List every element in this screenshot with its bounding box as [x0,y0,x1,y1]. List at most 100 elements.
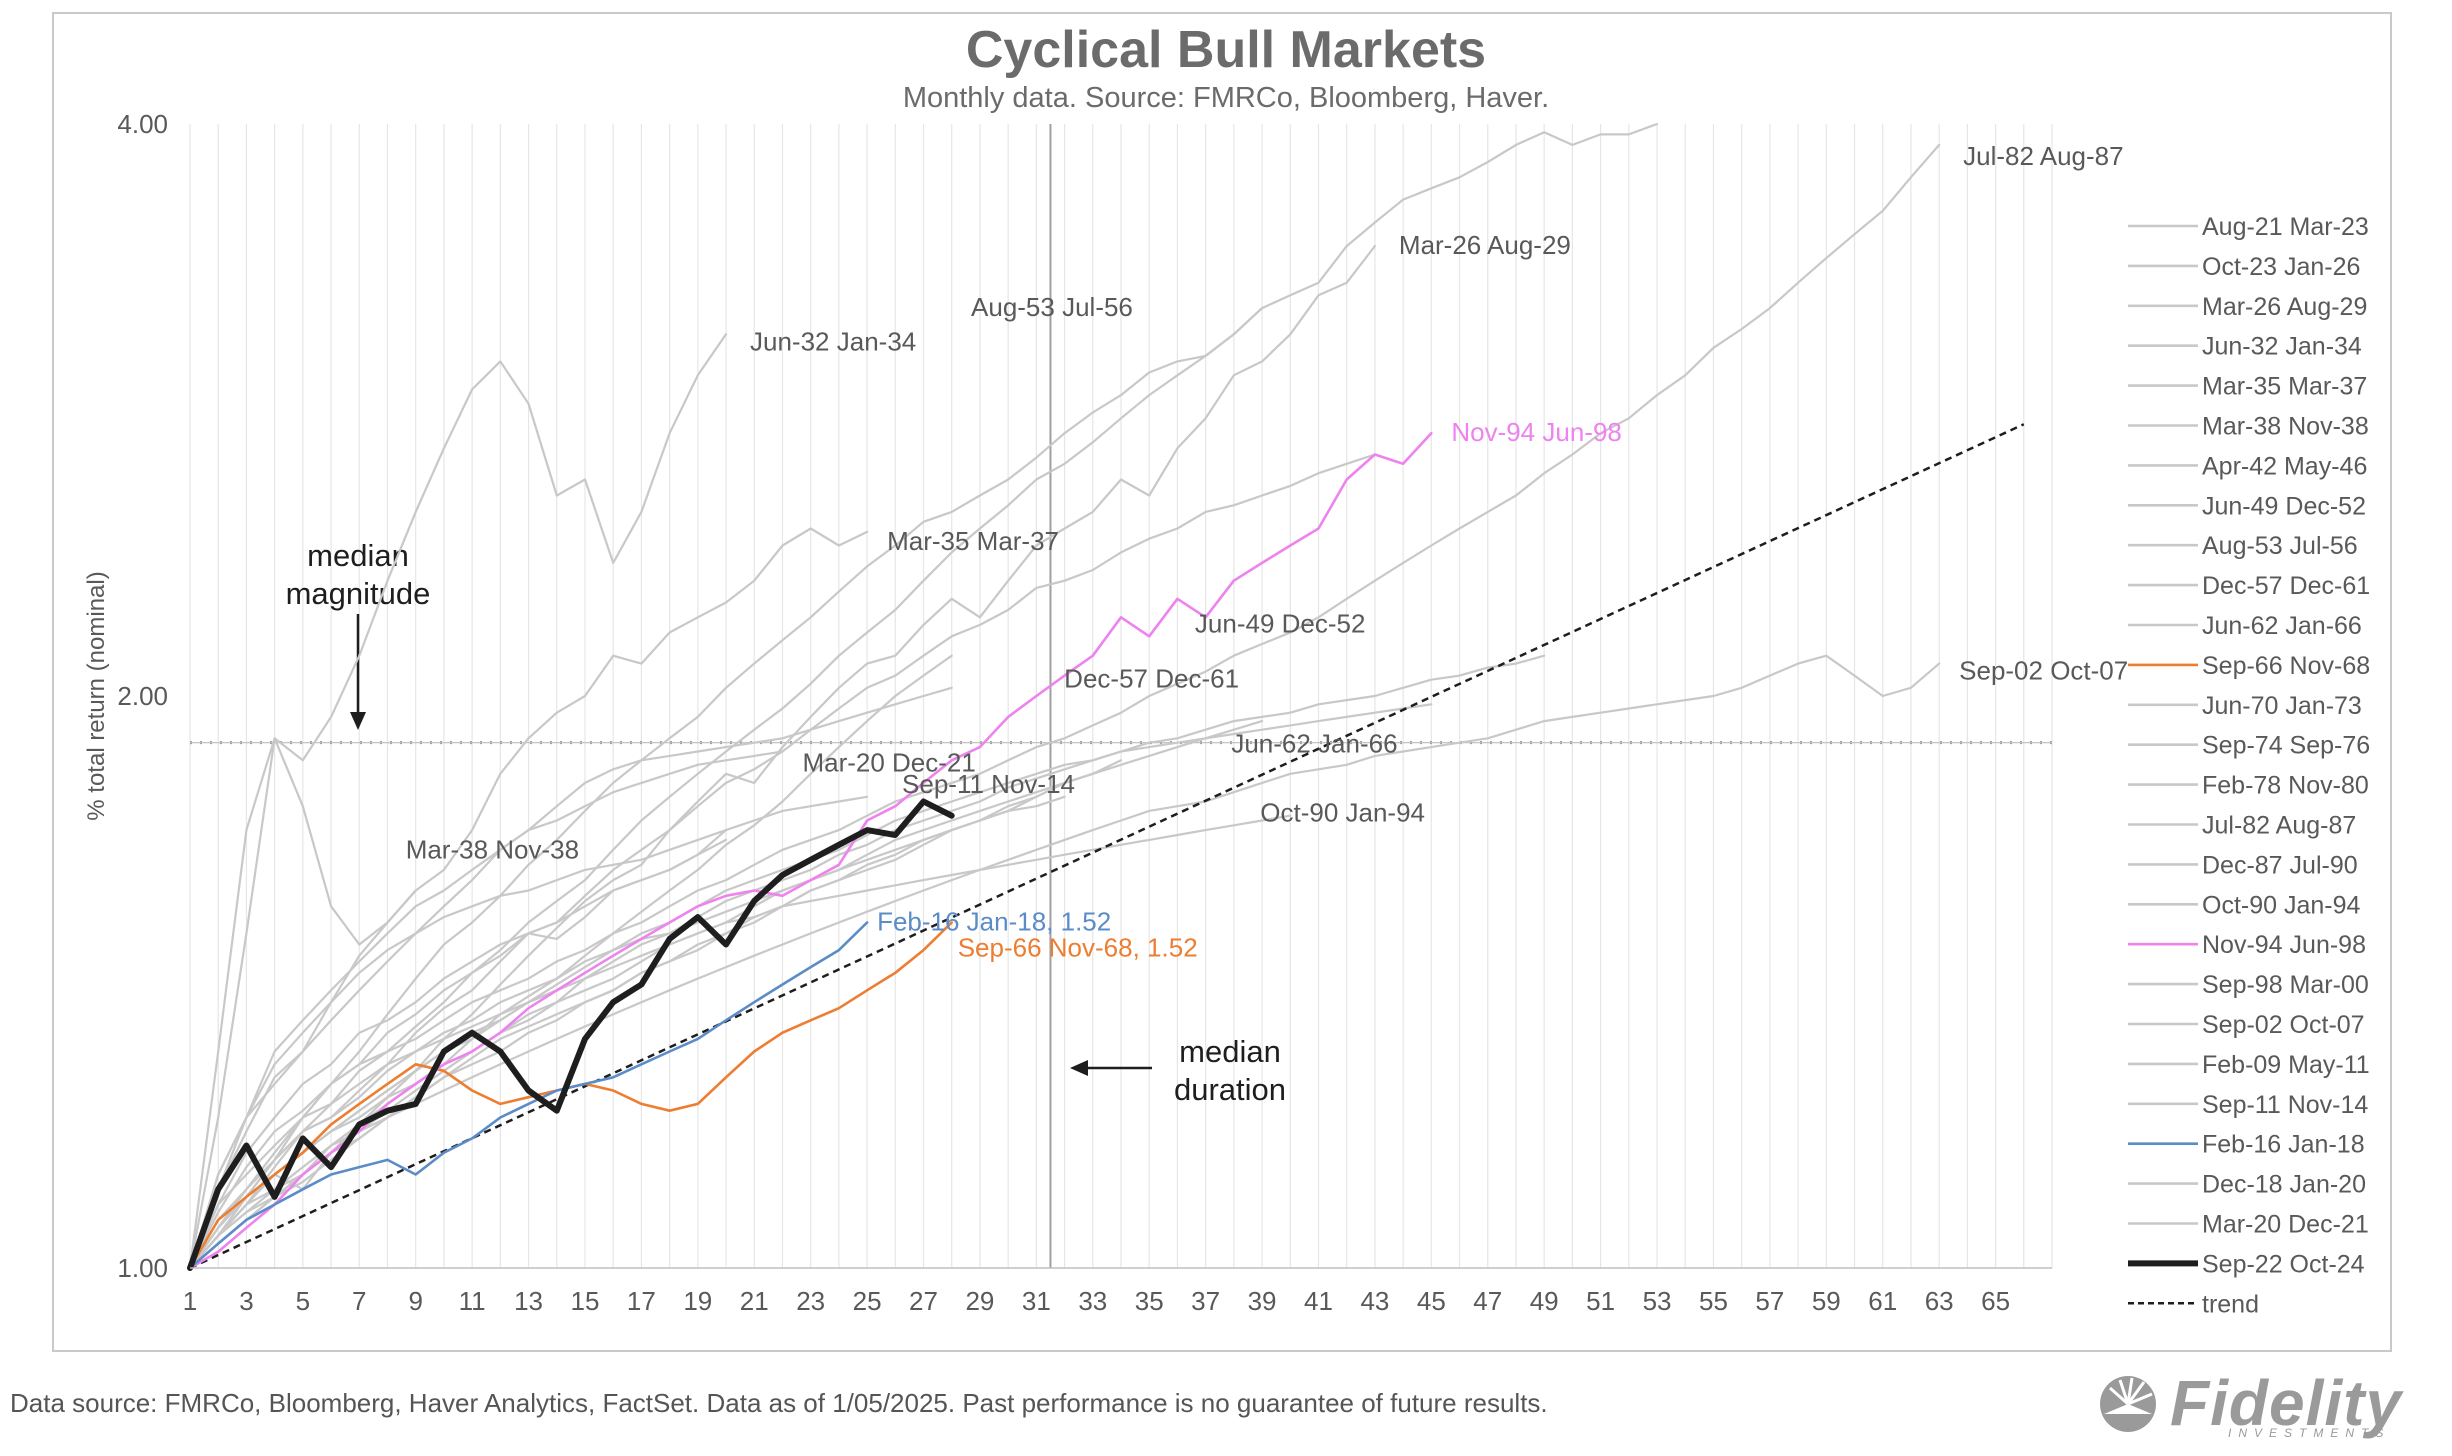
series-layer [188,122,1941,1270]
x-tick-label: 65 [1981,1286,2010,1316]
series-label: Dec-57 Dec-61 [1064,664,1239,694]
series-line [188,814,1292,1270]
series-line [188,989,558,1270]
series-label: Sep-66 Nov-68, 1.52 [958,932,1198,962]
x-tick-label: 29 [965,1286,994,1316]
x-tick-label: 25 [853,1286,882,1316]
x-tick-label: 17 [627,1286,656,1316]
median-duration-label: duration [1174,1072,1286,1107]
series-label: Nov-94 Jun-98 [1451,417,1622,447]
series-label: Aug-53 Jul-56 [971,292,1133,322]
legend-item: Sep-11 Nov-14 [2202,1091,2368,1119]
legend-item: Aug-21 Mar-23 [2202,213,2369,241]
series-label: Sep-11 Nov-14 [902,769,1075,799]
legend-item: Sep-02 Oct-07 [2202,1011,2365,1039]
legend-item: Jul-82 Aug-87 [2202,812,2356,840]
legend-item: Oct-23 Jan-26 [2202,253,2360,281]
series-line [187,798,955,1271]
x-tick-label: 59 [1812,1286,1841,1316]
fidelity-logo-icon [2100,1376,2156,1432]
x-tick-label: 55 [1699,1286,1728,1316]
chart-subtitle: Monthly data. Source: FMRCo, Bloomberg, … [902,82,1550,114]
trend-line [189,423,2025,1270]
series-label: Mar-38 Nov-38 [406,835,579,865]
axis-layer: 1 3 5 7 9 11 13 15 17 19 21 23 25 27 29 31 33 35 37 39 41 43 4… [83,109,2052,1316]
legend-item: Mar-35 Mar-37 [2202,373,2367,401]
series-line [188,759,1123,1270]
series-line [188,795,869,1270]
logo-subtext: INVESTMENTS [2228,1426,2391,1440]
x-tick-label: 51 [1586,1286,1615,1316]
series-label: Jul-82 Aug-87 [1963,141,2123,171]
legend: Aug-21 Mar-23 Oct-23 Jan-26 Mar-26 Aug-29 J… [2128,213,2370,1318]
y-tick-label: 1.00 [117,1253,168,1283]
x-tick-label: 31 [1022,1286,1051,1316]
x-tick-label: 43 [1360,1286,1389,1316]
y-tick-label: 4.00 [117,109,168,139]
series-label: Mar-26 Aug-29 [1399,230,1571,260]
chart-frame [52,12,2392,1352]
legend-item: Dec-57 Dec-61 [2202,572,2370,600]
series-line [188,686,953,1270]
x-tick-label: 13 [514,1286,543,1316]
series-line [188,654,1546,1270]
series-label-layer: Mar-26 Aug-29 Jun-32 Jan-34 Mar-35 Mar-37 M… [406,141,2129,963]
series-label: Mar-35 Mar-37 [887,526,1059,556]
x-tick-label: 35 [1135,1286,1164,1316]
series-line [188,654,953,1270]
legend-item: Feb-16 Jan-18 [2202,1131,2365,1159]
series-line [188,143,1941,1270]
legend-item: Feb-78 Nov-80 [2202,772,2369,800]
y-axis-title: % total return (nominal) [83,571,110,820]
x-tick-label: 47 [1473,1286,1502,1316]
series-line [188,122,1659,1270]
legend-item: Apr-42 May-46 [2202,452,2367,480]
x-tick-label: 19 [683,1286,712,1316]
series-label: Sep-02 Oct-07 [1959,656,2128,686]
highlight-series-layer [187,431,1433,1271]
x-tick-label: 7 [352,1286,366,1316]
x-tick-label: 23 [796,1286,825,1316]
x-tick-label: 21 [740,1286,769,1316]
arrow-left-icon [1070,1060,1088,1076]
series-line [188,829,728,1270]
x-tick-label: 5 [296,1286,310,1316]
legend-item: Sep-66 Nov-68 [2202,652,2370,680]
legend-item: Jun-70 Jan-73 [2202,692,2362,720]
chart-title: Cyclical Bull Markets [965,21,1487,79]
series-line [188,838,728,1270]
series-line [188,737,417,1270]
x-tick-label: 11 [459,1286,486,1316]
series-label: Jun-62 Jan-66 [1231,728,1397,758]
series-label: Jun-32 Jan-34 [750,326,916,356]
legend-item: Jun-32 Jan-34 [2202,333,2362,361]
legend-item: Mar-20 Dec-21 [2202,1211,2369,1239]
median-duration-label: median [1179,1034,1281,1069]
legend-item: trend [2202,1290,2259,1318]
y-tick-label: 2.00 [117,681,168,711]
arrow-down-icon [350,712,366,730]
series-line [188,921,869,1270]
series-line [188,781,1066,1270]
x-tick-label: 49 [1530,1286,1559,1316]
series-line [188,307,1264,1270]
x-tick-label: 27 [909,1286,938,1316]
footer-source-note: Data source: FMRCo, Bloomberg, Haver Ana… [10,1388,1548,1418]
series-line [188,431,1433,1270]
legend-item: Sep-74 Sep-76 [2202,732,2370,760]
legend-item: Oct-90 Jan-94 [2202,891,2361,919]
x-tick-label: 53 [1643,1286,1672,1316]
x-tick-label: 1 [183,1286,197,1316]
fidelity-logo: Fidelity INVESTMENTS [2098,1367,2448,1440]
x-tick-label: 61 [1868,1286,1897,1316]
x-tick-label: 39 [1248,1286,1277,1316]
series-line [188,720,1264,1270]
legend-item: Feb-09 May-11 [2202,1051,2370,1079]
series-label: Feb-16 Jan-18, 1.52 [877,906,1111,936]
legend-item: Dec-87 Jul-90 [2202,851,2358,879]
legend-item: Sep-98 Mar-00 [2202,971,2369,999]
logo-wordmark: Fidelity [2170,1367,2403,1439]
legend-item: Aug-53 Jul-56 [2202,532,2358,560]
